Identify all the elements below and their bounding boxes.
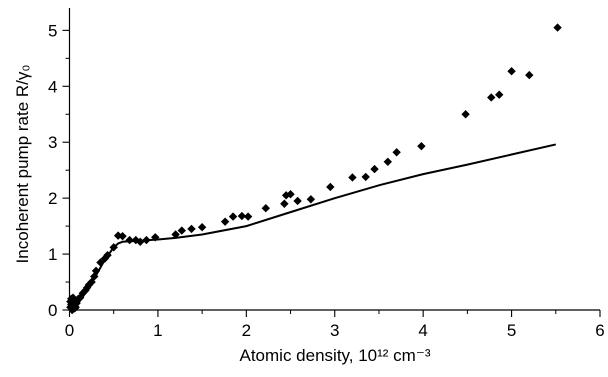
data-point <box>553 23 562 32</box>
data-point <box>177 226 186 235</box>
x-tick-label: 4 <box>418 321 427 340</box>
data-point <box>286 190 295 199</box>
y-tick-label: 4 <box>48 77 57 96</box>
data-point <box>228 212 238 221</box>
data-point <box>361 172 370 182</box>
data-point <box>306 195 316 204</box>
data-point <box>125 235 134 245</box>
data-point <box>280 199 289 208</box>
data-point <box>261 204 270 213</box>
y-axis-title: Incoherent pump rate R/γ₀ <box>13 65 32 264</box>
data-point <box>118 231 127 241</box>
data-point <box>103 250 112 260</box>
data-point <box>507 67 516 76</box>
data-point <box>220 217 230 226</box>
data-point <box>370 164 379 174</box>
data-point <box>91 266 101 276</box>
data-point <box>293 196 302 206</box>
data-points <box>66 23 562 315</box>
data-point <box>151 233 160 242</box>
x-tick-label: 0 <box>65 321 74 340</box>
y-tick-label: 5 <box>48 21 57 40</box>
x-tick-label: 5 <box>507 321 516 340</box>
data-point <box>187 224 196 234</box>
data-point <box>383 157 392 166</box>
data-point <box>461 110 470 119</box>
data-point <box>171 230 180 239</box>
data-point <box>237 211 247 221</box>
y-tick-label: 0 <box>48 301 57 320</box>
data-point <box>197 223 207 232</box>
model-curve <box>69 143 557 311</box>
data-point <box>136 237 145 246</box>
data-point <box>348 173 357 182</box>
tick-labels-layer: 0 1 2 3 4 5 6 0 1 2 3 4 5 <box>48 21 605 340</box>
y-tick-label: 1 <box>48 245 57 264</box>
y-tick-label: 3 <box>48 133 57 152</box>
data-point <box>113 231 123 240</box>
x-tick-label: 6 <box>595 321 604 340</box>
data-point <box>417 141 426 151</box>
data-point <box>131 235 141 245</box>
data-point <box>487 93 496 102</box>
x-tick-label: 1 <box>153 321 162 340</box>
y-tick-label: 2 <box>48 189 57 208</box>
data-point <box>495 90 504 99</box>
data-point <box>243 212 253 221</box>
data-point <box>109 243 118 252</box>
data-point <box>87 277 96 287</box>
data-point <box>525 70 534 80</box>
x-tick-label: 2 <box>242 321 251 340</box>
data-point <box>392 148 401 157</box>
x-tick-label: 3 <box>330 321 339 340</box>
x-axis-title: Atomic density, 10¹² cm⁻³ <box>240 346 431 365</box>
data-point <box>326 182 335 192</box>
ticks-layer <box>62 29 601 317</box>
data-point <box>142 235 151 245</box>
